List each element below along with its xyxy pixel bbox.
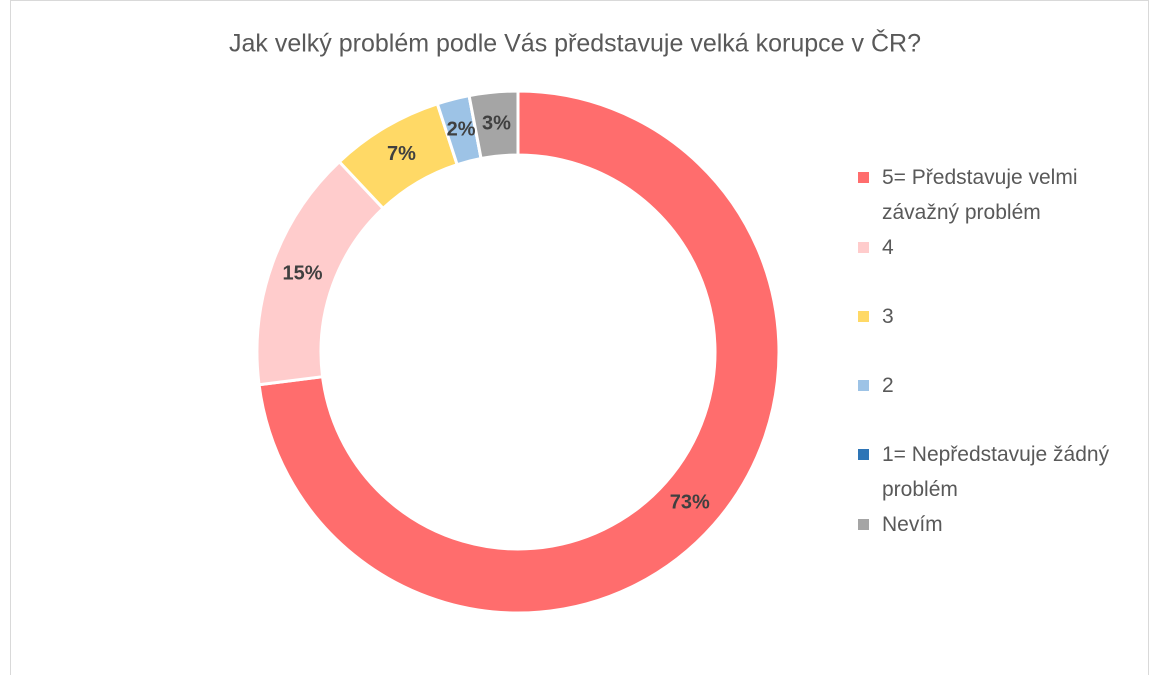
data-label: 2% (447, 118, 476, 140)
legend-entry: 4 (858, 230, 1143, 299)
chart-title: Jak velký problém podle Vás představuje … (229, 29, 921, 58)
legend-marker (858, 519, 869, 530)
legend-marker (858, 242, 869, 253)
legend-entry: 5= Představuje velmi závažný problém (858, 160, 1143, 230)
data-label: 15% (283, 263, 323, 285)
legend-label: 3 (882, 305, 894, 328)
legend-entry: 1= Nepředstavuje žádný problém (858, 437, 1143, 507)
donut-segment (257, 89, 781, 615)
legend-entry: Nevím (858, 507, 1143, 576)
legend-label: 4 (882, 236, 894, 259)
donut-segment (467, 89, 520, 161)
data-label: 7% (387, 143, 416, 165)
legend-label: Nevím (882, 513, 943, 536)
data-label: 73% (670, 492, 710, 514)
legend-entry: 2 (858, 368, 1143, 437)
legend-marker (858, 380, 869, 391)
legend: 5= Představuje velmi závažný problém 4 3 2 1… (858, 160, 1143, 576)
legend-marker (858, 172, 869, 183)
legend-label: 2 (882, 374, 894, 397)
legend-marker (858, 311, 869, 322)
legend-label: 5= Představuje velmi závažný problém (882, 166, 1078, 224)
legend-marker (858, 449, 869, 460)
legend-label: 1= Nepředstavuje žádný problém (882, 443, 1110, 501)
legend-entry: 3 (858, 299, 1143, 368)
data-label: 3% (482, 112, 511, 134)
chart-border (10, 0, 1149, 675)
